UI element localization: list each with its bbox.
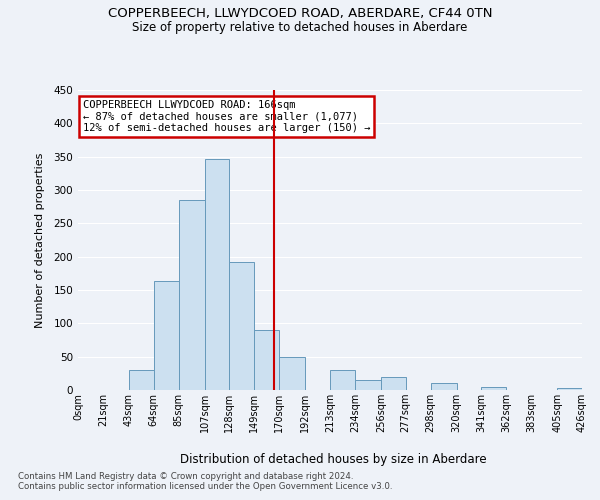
Bar [254, 330, 279, 390]
Bar [557, 388, 582, 390]
Text: COPPERBEECH, LLWYDCOED ROAD, ABERDARE, CF44 0TN: COPPERBEECH, LLWYDCOED ROAD, ABERDARE, C… [108, 8, 492, 20]
Bar [481, 386, 506, 390]
Bar [431, 384, 457, 390]
Bar [205, 158, 229, 390]
Text: Size of property relative to detached houses in Aberdare: Size of property relative to detached ho… [133, 21, 467, 34]
Text: Contains HM Land Registry data © Crown copyright and database right 2024.: Contains HM Land Registry data © Crown c… [18, 472, 353, 481]
Text: Contains public sector information licensed under the Open Government Licence v3: Contains public sector information licen… [18, 482, 392, 491]
Y-axis label: Number of detached properties: Number of detached properties [35, 152, 45, 328]
Text: Distribution of detached houses by size in Aberdare: Distribution of detached houses by size … [179, 452, 487, 466]
Bar [229, 262, 254, 390]
Bar [330, 370, 355, 390]
Bar [381, 376, 406, 390]
Bar [279, 356, 305, 390]
Bar [179, 200, 205, 390]
Bar [355, 380, 381, 390]
Bar [154, 282, 179, 390]
Text: COPPERBEECH LLWYDCOED ROAD: 166sqm
← 87% of detached houses are smaller (1,077)
: COPPERBEECH LLWYDCOED ROAD: 166sqm ← 87%… [83, 100, 370, 133]
Bar [129, 370, 154, 390]
